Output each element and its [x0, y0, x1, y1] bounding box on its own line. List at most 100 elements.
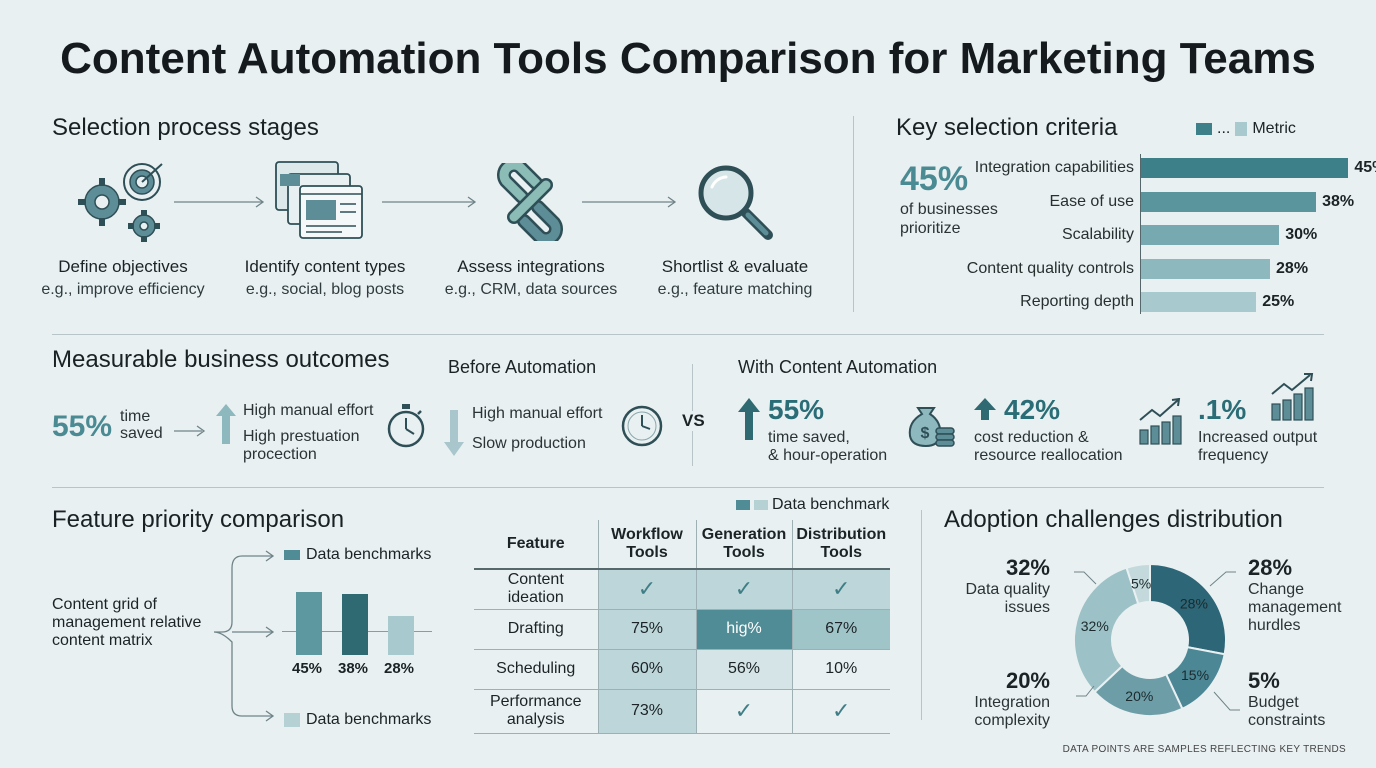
- selection-heading: Selection process stages: [52, 114, 319, 141]
- adoption-item-integration: 20% Integration complexity: [974, 668, 1050, 729]
- matrix-cell: ✓: [695, 569, 792, 610]
- growth-chart-icon: [1139, 398, 1182, 445]
- matrix-cell: 75%: [597, 609, 696, 650]
- vs-label: VS: [680, 411, 707, 431]
- gears-target-icon: [78, 163, 163, 242]
- matrix-feature-cell: Content ideation: [474, 569, 598, 610]
- matrix-cell: ✓: [791, 569, 890, 610]
- legend-label: Data benchmark: [772, 496, 890, 513]
- w2-value: 42%: [1004, 394, 1061, 425]
- bracket-connector: [213, 550, 275, 722]
- feature-bar: [296, 592, 322, 655]
- criteria-value-label: 25%: [1262, 293, 1295, 310]
- w2-text-1: cost reduction &: [974, 429, 1089, 446]
- criteria-category-label: Scalability: [1061, 226, 1134, 243]
- manual-effort-text: High manual effort: [243, 402, 374, 419]
- outcomes-heading: Measurable business outcomes: [52, 346, 390, 373]
- matrix-feature-cell: Performance analysis: [474, 689, 598, 734]
- criteria-bar: [1141, 292, 1257, 312]
- criteria-value-label: 30%: [1285, 226, 1318, 243]
- matrix-cell: ✓: [791, 689, 890, 734]
- feature-bar-label: 45%: [292, 660, 323, 677]
- matrix-feature-cell: Scheduling: [474, 649, 598, 690]
- legend-dots: ...: [1217, 120, 1231, 137]
- criteria-heading: Key selection criteria: [896, 114, 1118, 141]
- with-heading: With Content Automation: [738, 357, 938, 377]
- stage-shortlist: Shortlist & evaluate e.g., feature match…: [657, 257, 813, 298]
- time-saved-value: 55%: [52, 410, 113, 443]
- criteria-value-label: 45%: [1354, 159, 1376, 176]
- growth-chart-icon: [1271, 373, 1314, 421]
- time-saved-label-1: time: [120, 408, 151, 425]
- time-saved-label-2: saved: [120, 425, 163, 442]
- arrow-down-icon: [444, 410, 464, 456]
- w1-value: 55%: [768, 394, 825, 425]
- feature-heading: Feature priority comparison: [52, 506, 345, 533]
- legend-swatch-dark: [736, 500, 750, 510]
- arrow-up-icon: [974, 398, 996, 420]
- matrix-header: Distribution Tools: [791, 520, 890, 570]
- w1-text-2: & hour-operation: [768, 447, 888, 464]
- donut-slice-label: 15%: [1181, 667, 1209, 683]
- divider: [853, 116, 854, 312]
- criteria-bar: [1141, 158, 1349, 178]
- feature-matrix-table: Feature Workflow Tools Generation Tools …: [474, 520, 890, 734]
- legend-swatch-light: [284, 713, 300, 727]
- matrix-cell: 73%: [597, 689, 696, 734]
- matrix-header: Generation Tools: [695, 520, 792, 570]
- prestuation-text-1: High prestuation: [243, 428, 360, 445]
- browser-windows-icon: [275, 161, 363, 239]
- matrix-cell: 10%: [791, 649, 890, 690]
- donut-slice-label: 28%: [1180, 596, 1208, 612]
- divider: [52, 487, 1324, 488]
- donut-slice: [1125, 562, 1151, 606]
- donut-slice: [1073, 566, 1140, 694]
- stopwatch-icon: [387, 404, 425, 448]
- criteria-value-label: 28%: [1276, 259, 1309, 277]
- criteria-value-label: 38%: [1322, 192, 1355, 210]
- legend-swatch-dark: [1196, 123, 1212, 135]
- feature-bar-label: 28%: [384, 660, 415, 677]
- criteria-category-label: Integration capabilities: [974, 159, 1134, 176]
- arrow-up-icon: [738, 398, 760, 440]
- criteria-category-label: Reporting depth: [1020, 293, 1134, 310]
- criteria-callout-value: 45%: [900, 160, 969, 198]
- footer-note: DATA POINTS ARE SAMPLES REFLECTING KEY T…: [1062, 744, 1346, 755]
- criteria-legend: ... Metric: [1196, 120, 1296, 138]
- page-title: Content Automation Tools Comparison for …: [60, 34, 1316, 83]
- chain-link-icon: [497, 163, 563, 241]
- w3-value: .1%: [1198, 394, 1247, 425]
- w1-text-1: time saved,: [768, 429, 850, 446]
- matrix-cell: hig%: [695, 609, 792, 650]
- matrix-cell: 67%: [791, 609, 890, 650]
- magnifier-icon: [698, 165, 773, 240]
- feature-bar-chart: 45% 38% 28%: [282, 580, 432, 685]
- matrix-cell: 60%: [597, 649, 696, 690]
- stage-arrow: [582, 196, 677, 208]
- adoption-item-budget: 5% Budget constraints: [1248, 668, 1326, 729]
- adoption-item-change-mgmt: 28% Change management hurdles: [1248, 555, 1342, 634]
- criteria-bar: [1141, 191, 1317, 212]
- criteria-category-label: Content quality controls: [966, 259, 1134, 277]
- stage-define-objectives: Define objectives e.g., improve efficien…: [41, 257, 205, 298]
- before-text-2: Slow production: [472, 435, 586, 452]
- criteria-bar: [1141, 258, 1271, 279]
- stage-assess-integrations: Assess integrations e.g., CRM, data sour…: [444, 257, 618, 298]
- matrix-cell: ✓: [695, 689, 792, 734]
- donut-slice-label: 20%: [1125, 688, 1153, 704]
- donut-slice-label: 32%: [1081, 618, 1109, 634]
- adoption-item-data-quality: 32% Data quality issues: [965, 555, 1051, 616]
- adoption-donut-chart: 28% 15% 20% 32% 5%: [1073, 562, 1227, 717]
- matrix-row: Scheduling 60% 56% 10%: [474, 649, 890, 690]
- criteria-axis: [1140, 154, 1141, 314]
- feature-left-text: Content grid of management relative cont…: [52, 596, 202, 649]
- matrix-row: Drafting 75% hig% 67%: [474, 609, 890, 650]
- criteria-bar: [1141, 225, 1280, 245]
- matrix-row: Content ideation ✓ ✓ ✓: [474, 569, 890, 610]
- feature-legend-bottom: Data benchmarks: [284, 711, 431, 729]
- matrix-feature-cell: Drafting: [474, 609, 598, 650]
- legend-swatch-dark: [284, 550, 300, 560]
- before-text-1: High manual effort: [472, 405, 603, 422]
- matrix-header: Feature: [474, 520, 598, 570]
- legend-label: Data benchmarks: [306, 711, 432, 728]
